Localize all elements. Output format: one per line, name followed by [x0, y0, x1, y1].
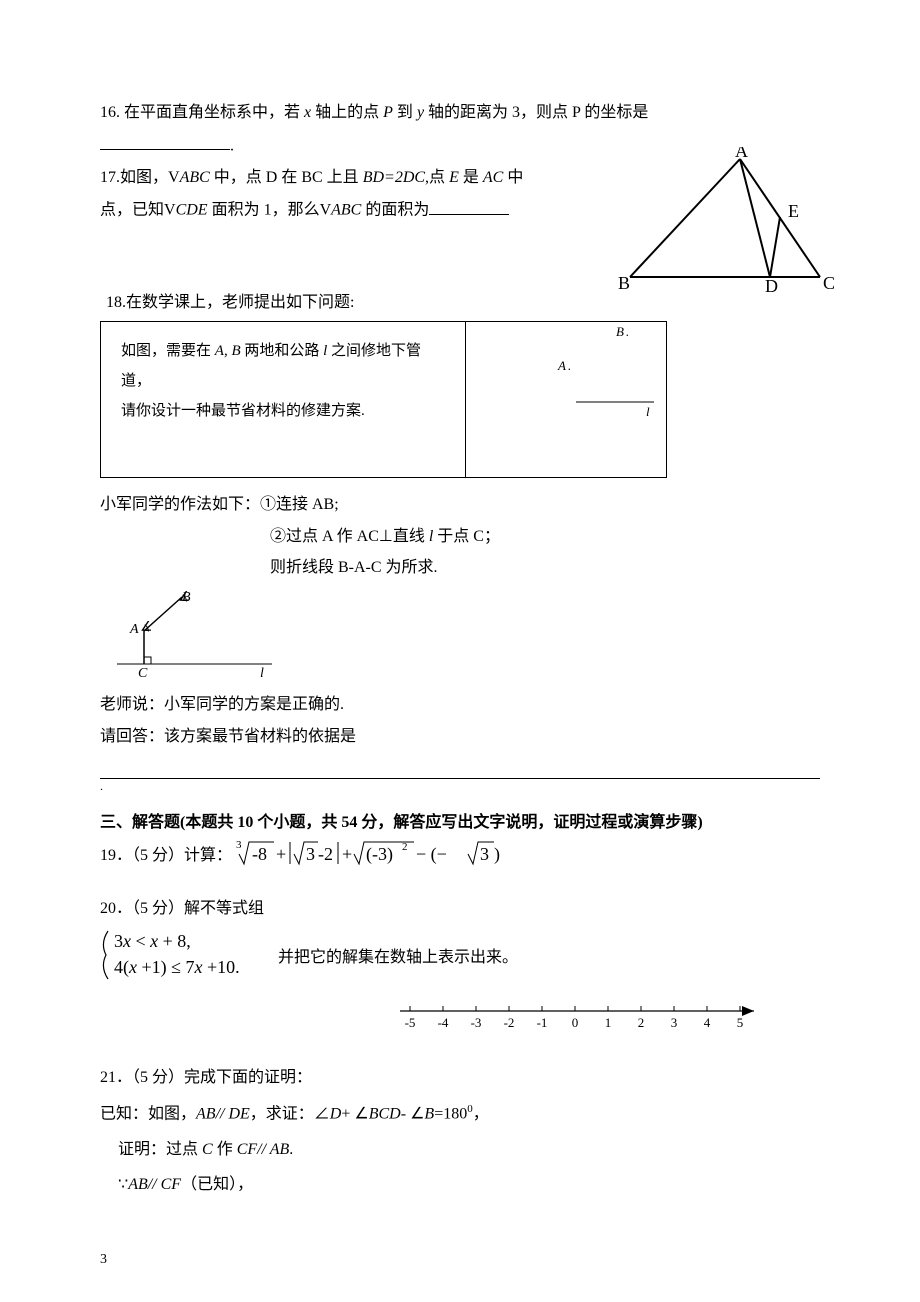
- triangle-label-D: D: [765, 276, 778, 296]
- q18-box-line2: 请你设计一种最节省材料的修建方案.: [121, 396, 451, 426]
- spacer-3: [100, 1037, 820, 1065]
- q17-line2c: 的面积为: [361, 202, 429, 219]
- svg-text:4: 4: [704, 1015, 711, 1030]
- q18-right-B: B: [616, 324, 624, 339]
- question-19: 19．（5 分）计算： 3 -8 + 3 -2 + (-3) 2 − (−: [100, 836, 820, 870]
- q17-mid3: 是: [459, 169, 483, 186]
- q17-prefix: 17.如图，V: [100, 169, 180, 186]
- svg-text:-5: -5: [405, 1015, 416, 1030]
- svg-text:3: 3: [671, 1015, 678, 1030]
- question-20-line1: 20．（5 分）解不等式组: [100, 896, 820, 922]
- q18-box-left: 如图，需要在 A, B 两地和公路 l 之间修地下管道， 请你设计一种最节省材料…: [100, 321, 466, 478]
- q18-box-line1: 如图，需要在 A, B 两地和公路 l 之间修地下管道，: [121, 336, 451, 396]
- q16-mid2: 到: [393, 104, 417, 121]
- svg-text:+: +: [342, 844, 352, 864]
- q18-dot: .: [100, 779, 820, 794]
- svg-text:3: 3: [236, 839, 242, 851]
- q16-text-prefix: 16. 在平面直角坐标系中，若: [100, 104, 304, 121]
- q16-mid3: 轴的距离为 3，则点 P 的坐标是: [424, 104, 648, 121]
- q20-tail: 并把它的解集在数轴上表示出来。: [278, 943, 518, 967]
- q18-right-l: l: [646, 404, 650, 419]
- section-3-title: 三、解答题(本题共 10 个小题，共 54 分，解答应写出文字说明，证明过程或演…: [100, 808, 820, 832]
- svg-text:+: +: [276, 844, 286, 864]
- svg-text:1: 1: [605, 1015, 612, 1030]
- svg-text:-4: -4: [438, 1015, 449, 1030]
- q20-system: 3x < x + 8, 4(x +1) ≤ 7x +10.: [100, 927, 260, 983]
- q18-box: 如图，需要在 A, B 两地和公路 l 之间修地下管道， 请你设计一种最节省材料…: [100, 321, 820, 478]
- q18-right-A: A: [557, 358, 566, 373]
- q20-numberline: -5 -4 -3 -2 -1 0 1 2 3 4 5: [390, 997, 820, 1037]
- triangle-label-A: A: [735, 147, 748, 161]
- q18-box-right: B . A . l: [466, 321, 667, 478]
- q18-small-diagram: A B C l ∡ ∡: [112, 589, 820, 684]
- svg-text:-3: -3: [471, 1015, 482, 1030]
- svg-text:3: 3: [480, 844, 489, 864]
- q17-mid1: 中，点 D 在 BC 上且: [210, 169, 363, 186]
- question-16: 16. 在平面直角坐标系中，若 x 轴上的点 P 到 y 轴的距离为 3，则点 …: [100, 100, 820, 126]
- svg-text:4(x +1) ≤ 7x +10.: 4(x +1) ≤ 7x +10.: [114, 957, 240, 978]
- question-21-line3: 证明：过点 C 作 CF// AB.: [118, 1137, 820, 1163]
- q18-small-l: l: [260, 666, 264, 679]
- q17-cde: CDE: [176, 202, 208, 219]
- question-17-line2: 点，已知VCDE 面积为 1，那么VABC 的面积为: [100, 196, 600, 223]
- svg-text:-2: -2: [318, 844, 333, 864]
- svg-text:-2: -2: [504, 1015, 515, 1030]
- q17-mid4: 中: [503, 169, 523, 186]
- q18-step3: 则折线段 B-A-C 为所求.: [270, 555, 820, 581]
- svg-text:3x < x + 8,: 3x < x + 8,: [114, 931, 191, 951]
- question-17-wrap: 17.如图，VABC 中，点 D 在 BC 上且 BD=2DC,点 E 是 AC…: [100, 165, 820, 224]
- q18-teacher-says: 老师说：小军同学的方案是正确的.: [100, 692, 820, 718]
- question-21-line1: 21．（5 分）完成下面的证明：: [100, 1065, 820, 1091]
- q17-bd2dc: BD=2DC: [363, 169, 425, 186]
- svg-text:∡: ∡: [140, 620, 153, 635]
- svg-text:5: 5: [737, 1015, 744, 1030]
- question-21-line4: ∵AB// CF（已知），: [118, 1172, 820, 1198]
- question-21-line2: 已知：如图，AB// DE，求证：∠D+ ∠BCD- ∠B=1800，: [100, 1101, 820, 1127]
- q18-answer-blank: [100, 755, 820, 778]
- q17-mid2: ,点: [425, 169, 449, 186]
- svg-text:− (−: − (−: [416, 844, 447, 865]
- triangle-label-C: C: [823, 273, 835, 293]
- svg-text:∡: ∡: [178, 590, 191, 605]
- q17-blank: [429, 196, 509, 215]
- page: 16. 在平面直角坐标系中，若 x 轴上的点 P 到 y 轴的距离为 3，则点 …: [0, 0, 920, 1302]
- q16-y: y: [417, 104, 424, 121]
- svg-text:2: 2: [402, 841, 408, 853]
- q17-E: E: [449, 169, 459, 186]
- q18-step2: ②过点 A 作 AC⊥直线 l 于点 C；: [270, 524, 820, 550]
- q18-please-answer: 请回答：该方案最节省材料的依据是: [100, 724, 820, 750]
- q16-mid1: 轴上的点: [311, 104, 383, 121]
- q18-right-diagram: B . A . l: [466, 322, 666, 477]
- svg-text:.: .: [626, 324, 629, 339]
- q17-abc1: ABC: [180, 169, 210, 186]
- triangle-label-B: B: [618, 273, 630, 293]
- q19-prefix: 19．（5 分）计算：: [100, 847, 232, 864]
- svg-text:(-3): (-3): [366, 844, 393, 865]
- q17-line2a: 点，已知V: [100, 202, 176, 219]
- svg-text:): ): [494, 844, 500, 865]
- q18-small-A: A: [129, 622, 139, 637]
- q18-solution-intro: 小军同学的作法如下：①连接 AB;: [100, 492, 820, 518]
- svg-text:3: 3: [306, 844, 315, 864]
- q17-AC: AC: [483, 169, 503, 186]
- svg-text:-8: -8: [252, 844, 267, 864]
- q19-expression: 3 -8 + 3 -2 + (-3) 2 − (− 3 ): [236, 836, 546, 870]
- q16-blank: [100, 132, 230, 151]
- svg-text:.: .: [568, 358, 571, 373]
- triangle-label-E: E: [788, 201, 799, 221]
- q20-system-row: 3x < x + 8, 4(x +1) ≤ 7x +10. 并把它的解集在数轴上…: [100, 927, 820, 983]
- q18-small-C: C: [138, 666, 148, 679]
- page-number: 3: [100, 1252, 107, 1268]
- svg-text:0: 0: [572, 1015, 579, 1030]
- svg-text:-1: -1: [537, 1015, 548, 1030]
- q17-abc2: ABC: [331, 202, 361, 219]
- svg-text:2: 2: [638, 1015, 645, 1030]
- spacer-2: [100, 876, 820, 896]
- q17-line2b: 面积为 1，那么V: [208, 202, 332, 219]
- triangle-figure: A B C D E: [610, 147, 840, 297]
- question-17-line1: 17.如图，VABC 中，点 D 在 BC 上且 BD=2DC,点 E 是 AC…: [100, 165, 600, 191]
- q16-P1: P: [383, 104, 393, 121]
